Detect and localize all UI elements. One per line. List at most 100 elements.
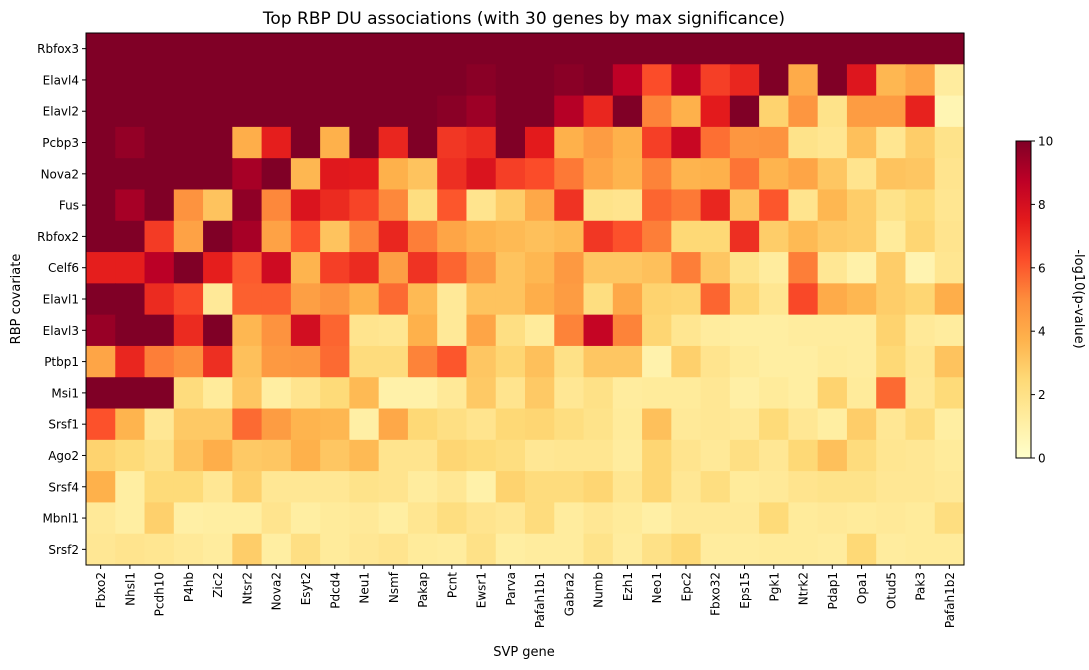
heatmap-cell [437, 252, 468, 284]
heatmap-cell [905, 533, 936, 566]
heatmap-cell [788, 126, 819, 159]
heatmap-cell [144, 533, 175, 566]
heatmap-cell [203, 252, 233, 284]
heatmap-cell [671, 533, 702, 566]
y-tick-label: Mbnl1 [42, 512, 79, 526]
x-tick-label: Pcdh10 [153, 572, 167, 616]
heatmap-cell [466, 471, 497, 504]
heatmap-cell [671, 471, 702, 504]
heatmap-cell [934, 252, 965, 284]
heatmap-cell [846, 314, 877, 347]
heatmap-cell [729, 126, 760, 159]
y-tick-label: Srsf2 [48, 543, 79, 557]
heatmap-cell [173, 126, 204, 159]
heatmap-cell [759, 252, 789, 284]
heatmap-cell [671, 345, 702, 378]
heatmap-cell [934, 33, 965, 65]
heatmap-cell [203, 533, 233, 566]
heatmap-cell [642, 189, 672, 222]
heatmap-cell [232, 252, 263, 284]
heatmap-cell [759, 408, 789, 441]
heatmap-cell [290, 377, 321, 410]
heatmap-cell [729, 314, 760, 347]
heatmap-cell [232, 283, 263, 316]
heatmap-cell [407, 377, 438, 410]
heatmap-cell [876, 252, 907, 284]
heatmap-cell [173, 408, 204, 441]
heatmap-cell [788, 439, 819, 472]
heatmap-cell [612, 345, 643, 378]
heatmap-cell [642, 533, 672, 566]
heatmap-cell [437, 220, 468, 253]
heatmap-cell [876, 126, 907, 159]
heatmap-cell [115, 502, 146, 535]
heatmap-cell [817, 439, 848, 472]
colorbar-tick-label: 6 [1038, 261, 1046, 275]
heatmap-cell [115, 95, 146, 128]
x-tick-label: Neu1 [358, 572, 372, 604]
x-tick-label: Pcnt [445, 572, 459, 598]
heatmap-cell [232, 533, 263, 566]
heatmap-cell [290, 33, 321, 65]
heatmap-cell [700, 33, 731, 65]
heatmap-cell [729, 471, 760, 504]
heatmap-cell [115, 220, 146, 253]
heatmap-cell [817, 345, 848, 378]
y-tick-label: Srsf1 [48, 418, 79, 432]
y-tick-label: Fus [59, 199, 79, 213]
heatmap-cell [320, 95, 350, 128]
heatmap-cell [378, 377, 409, 410]
heatmap-cell [759, 314, 789, 347]
heatmap-cell [290, 95, 321, 128]
heatmap-cell [554, 439, 585, 472]
x-tick-label: Ewsr1 [475, 572, 489, 608]
heatmap-cell [349, 408, 380, 441]
heatmap-cell [525, 471, 555, 504]
heatmap-cell [729, 64, 760, 97]
heatmap-cell [407, 95, 438, 128]
heatmap-cell [554, 408, 585, 441]
heatmap-cell [466, 252, 497, 284]
heatmap-cell [437, 408, 468, 441]
heatmap-cell [817, 252, 848, 284]
heatmap-cell [905, 33, 936, 65]
heatmap-cell [320, 126, 350, 159]
heatmap-cell [320, 252, 350, 284]
heatmap-cell [788, 502, 819, 535]
heatmap-cell [466, 345, 497, 378]
heatmap-cell [583, 64, 614, 97]
colorbar-ticks: 0 2 4 6 8 10 [1031, 135, 1053, 466]
x-tick-label: Nhsl1 [123, 572, 137, 606]
heatmap-cell [788, 64, 819, 97]
heatmap-cell [905, 439, 936, 472]
y-tick-label: Srsf4 [48, 480, 79, 494]
heatmap-cell [642, 408, 672, 441]
heatmap-cell [261, 252, 292, 284]
heatmap-cell [583, 533, 614, 566]
x-tick-label: Ntsr2 [240, 572, 254, 605]
y-tick-label: Rbfox2 [37, 230, 79, 244]
x-tick-label: Pdcd4 [328, 572, 342, 609]
heatmap-cell [203, 189, 233, 222]
heatmap-cell [173, 252, 204, 284]
heatmap-cell [876, 533, 907, 566]
heatmap-cell [788, 252, 819, 284]
heatmap-cell [378, 345, 409, 378]
heatmap-cell [554, 502, 585, 535]
heatmap-cell [495, 158, 526, 191]
heatmap-cell [817, 408, 848, 441]
heatmap-cell [437, 502, 468, 535]
heatmap-cell [261, 533, 292, 566]
heatmap-cell [290, 158, 321, 191]
heatmap-cell [290, 252, 321, 284]
heatmap-cell [554, 64, 585, 97]
heatmap-cell [642, 126, 672, 159]
heatmap-cell [934, 471, 965, 504]
heatmap-cell [525, 64, 555, 97]
heatmap-cell [817, 502, 848, 535]
heatmap-cell [115, 33, 146, 65]
heatmap-cell [378, 283, 409, 316]
heatmap-cell [642, 345, 672, 378]
heatmap-cell [495, 533, 526, 566]
heatmap-cell [466, 439, 497, 472]
